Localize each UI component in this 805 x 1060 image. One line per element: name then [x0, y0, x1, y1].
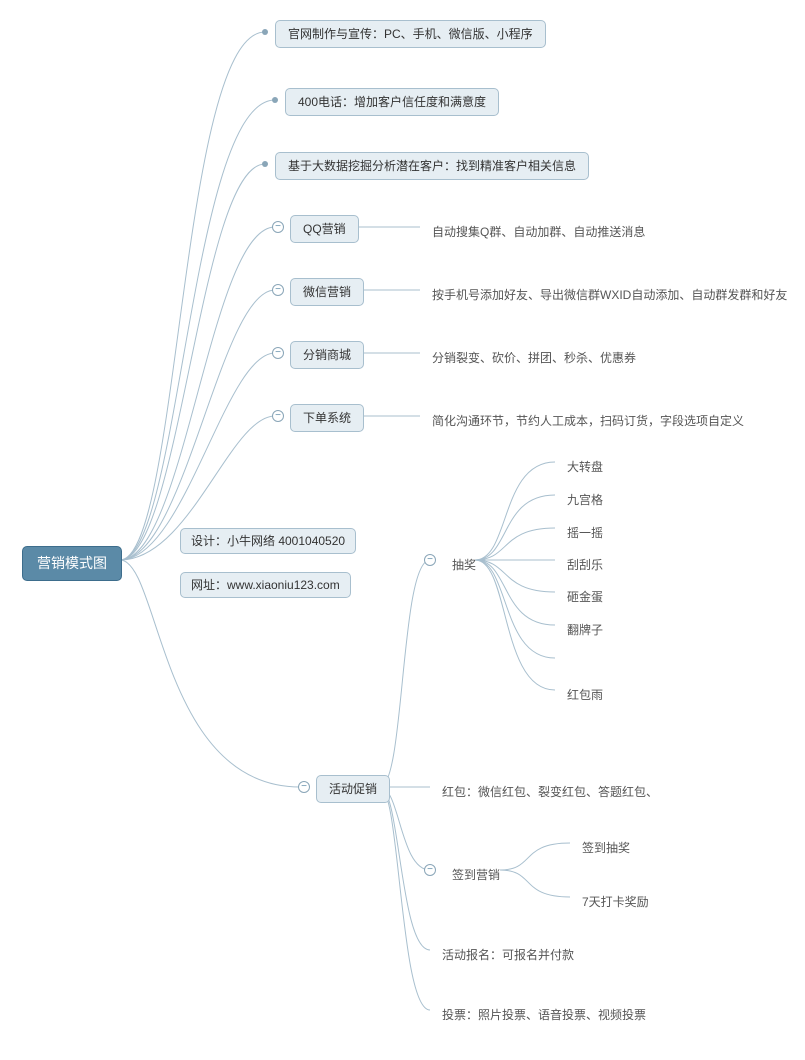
- node-qd2: 7天打卡奖励: [570, 889, 661, 915]
- node-label: 大转盘: [567, 460, 603, 474]
- node-label: 微信营销: [303, 285, 351, 299]
- node-tel400[interactable]: 400电话：增加客户信任度和满意度: [285, 88, 499, 116]
- branch-dot: [262, 161, 268, 167]
- node-label: 下单系统: [303, 411, 351, 425]
- node-label: 自动搜集Q群、自动加群、自动推送消息: [432, 225, 645, 239]
- node-label: 翻牌子: [567, 623, 603, 637]
- node-choujiang[interactable]: 抽奖: [440, 552, 488, 578]
- node-hongbao: 红包：微信红包、裂变红包、答题红包、: [430, 779, 670, 805]
- root-node[interactable]: 营销模式图: [22, 546, 122, 581]
- node-label: 九宫格: [567, 493, 603, 507]
- node-cj4: 刮刮乐: [555, 552, 615, 578]
- node-label: 投票：照片投票、语音投票、视频投票: [442, 1008, 646, 1022]
- node-label: 签到抽奖: [582, 841, 630, 855]
- node-qq-desc: 自动搜集Q群、自动加群、自动推送消息: [420, 219, 657, 245]
- node-label: 活动报名：可报名并付款: [442, 948, 574, 962]
- node-label: 按手机号添加好友、导出微信群WXID自动添加、自动群发群和好友: [432, 288, 787, 302]
- node-qiandao[interactable]: 签到营销: [440, 862, 512, 888]
- node-label: 活动促销: [329, 782, 377, 796]
- node-guanwang[interactable]: 官网制作与宣传：PC、手机、微信版、小程序: [275, 20, 546, 48]
- toggle-icon[interactable]: −: [272, 221, 284, 233]
- node-label: 简化沟通环节，节约人工成本，扫码订货，字段选项自定义: [432, 414, 744, 428]
- root-label: 营销模式图: [37, 555, 107, 571]
- floating-label: 设计：小牛网络 4001040520: [191, 534, 345, 548]
- node-cj1: 大转盘: [555, 454, 615, 480]
- node-xiadan-desc: 简化沟通环节，节约人工成本，扫码订货，字段选项自定义: [420, 408, 756, 434]
- node-fenxiao[interactable]: 分销商城: [290, 341, 364, 369]
- node-label: 红包雨: [567, 688, 603, 702]
- node-fenxiao-desc: 分销裂变、砍价、拼团、秒杀、优惠券: [420, 345, 648, 371]
- toggle-icon[interactable]: −: [424, 864, 436, 876]
- toggle-icon[interactable]: −: [272, 410, 284, 422]
- node-huodong[interactable]: 活动促销: [316, 775, 390, 803]
- node-label: 摇一摇: [567, 526, 603, 540]
- node-label: 7天打卡奖励: [582, 895, 649, 909]
- toggle-icon[interactable]: −: [272, 347, 284, 359]
- node-label: 400电话：增加客户信任度和满意度: [298, 95, 486, 109]
- node-label: 抽奖: [452, 558, 476, 572]
- floating-url: 网址：www.xiaoniu123.com: [180, 572, 351, 598]
- node-label: 基于大数据挖掘分析潜在客户：找到精准客户相关信息: [288, 159, 576, 173]
- node-label: 分销裂变、砍价、拼团、秒杀、优惠券: [432, 351, 636, 365]
- floating-design: 设计：小牛网络 4001040520: [180, 528, 356, 554]
- node-label: 官网制作与宣传：PC、手机、微信版、小程序: [288, 27, 533, 41]
- node-cj3: 摇一摇: [555, 520, 615, 546]
- node-xiadan[interactable]: 下单系统: [290, 404, 364, 432]
- node-cj7: 红包雨: [555, 682, 615, 708]
- node-label: 刮刮乐: [567, 558, 603, 572]
- node-cj6: 翻牌子: [555, 617, 615, 643]
- toggle-icon[interactable]: −: [298, 781, 310, 793]
- node-qq[interactable]: QQ营销: [290, 215, 359, 243]
- floating-label: 网址：www.xiaoniu123.com: [191, 578, 340, 592]
- node-wechat-desc: 按手机号添加好友、导出微信群WXID自动添加、自动群发群和好友: [420, 282, 799, 308]
- toggle-icon[interactable]: −: [424, 554, 436, 566]
- toggle-icon[interactable]: −: [272, 284, 284, 296]
- node-toupiao: 投票：照片投票、语音投票、视频投票: [430, 1002, 658, 1028]
- node-bigdata[interactable]: 基于大数据挖掘分析潜在客户：找到精准客户相关信息: [275, 152, 589, 180]
- node-cj2: 九宫格: [555, 487, 615, 513]
- node-cj5: 砸金蛋: [555, 584, 615, 610]
- node-label: 签到营销: [452, 868, 500, 882]
- node-wechat[interactable]: 微信营销: [290, 278, 364, 306]
- branch-dot: [272, 97, 278, 103]
- branch-dot: [262, 29, 268, 35]
- node-label: 砸金蛋: [567, 590, 603, 604]
- node-label: QQ营销: [303, 222, 346, 236]
- node-label: 红包：微信红包、裂变红包、答题红包、: [442, 785, 658, 799]
- node-qd1: 签到抽奖: [570, 835, 642, 861]
- node-label: 分销商城: [303, 348, 351, 362]
- node-baoming: 活动报名：可报名并付款: [430, 942, 586, 968]
